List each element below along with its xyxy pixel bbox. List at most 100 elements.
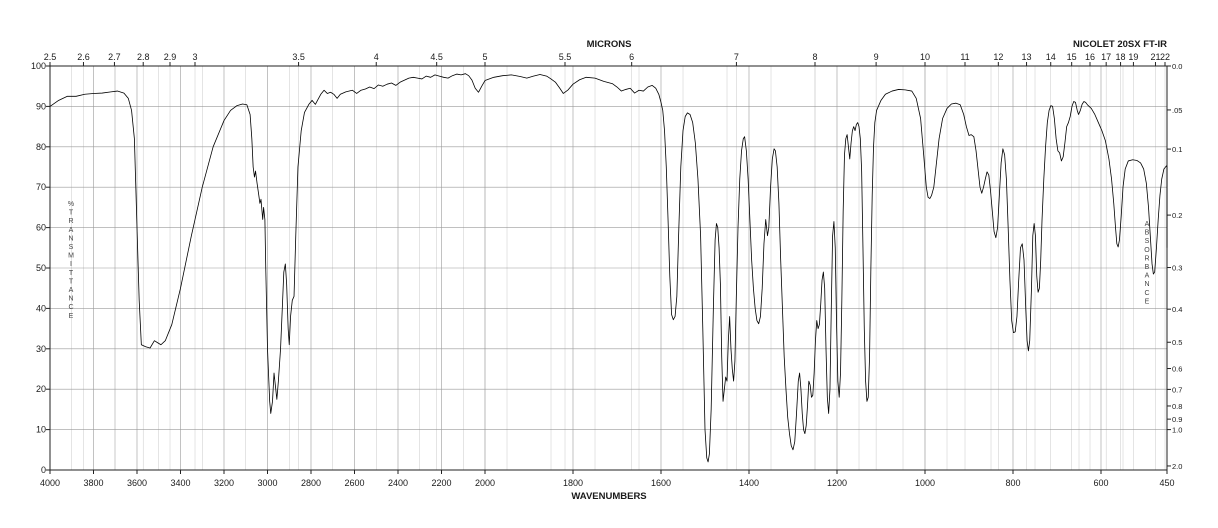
absorbance-tick-label: 1.0	[1172, 426, 1182, 435]
x-tick-label: 3400	[170, 478, 190, 488]
x-tick-label: 2200	[431, 478, 451, 488]
micron-tick-label: 19	[1128, 52, 1138, 62]
transmittance-label-char: %	[68, 201, 74, 208]
absorbance-label-char: N	[1144, 281, 1149, 288]
absorbance-label-char: B	[1145, 264, 1150, 271]
micron-tick-label: 3.5	[292, 52, 305, 62]
micron-tick-label: 16	[1085, 52, 1095, 62]
absorbance-tick-label: 0.5	[1172, 338, 1182, 347]
micron-tick-label: 22	[1160, 52, 1170, 62]
absorbance-tick-label: .05	[1172, 106, 1182, 115]
micron-tick-label: 3	[192, 52, 197, 62]
x-tick-label: 800	[1005, 478, 1020, 488]
micron-tick-label: 21	[1150, 52, 1160, 62]
x-tick-label: 1000	[915, 478, 935, 488]
micron-tick-label: 17	[1101, 52, 1111, 62]
instrument-title: NICOLET 20SX FT-IR	[1073, 39, 1167, 50]
micron-tick-label: 2.8	[137, 52, 150, 62]
x-tick-label: 600	[1093, 478, 1108, 488]
y-tick-label: 100	[31, 61, 46, 71]
micron-tick-label: 4	[374, 52, 379, 62]
y-tick-label: 10	[36, 425, 46, 435]
x-tick-label: 450	[1159, 478, 1174, 488]
absorbance-label-char: R	[1144, 255, 1149, 262]
y-tick-label: 30	[36, 344, 46, 354]
transmittance-label-char: T	[69, 210, 74, 217]
y-tick-label: 40	[36, 303, 46, 313]
absorbance-label-char: O	[1144, 247, 1150, 254]
micron-tick-label: 2.9	[164, 52, 177, 62]
y-tick-label: 20	[36, 384, 46, 394]
absorbance-tick-label: 0.0	[1172, 62, 1182, 71]
absorbance-tick-label: 0.4	[1172, 305, 1182, 314]
micron-tick-label: 11	[960, 52, 969, 62]
transmittance-label-char: R	[68, 218, 73, 225]
gridlines	[49, 65, 1168, 471]
x-tick-label: 3200	[214, 478, 234, 488]
micron-tick-label: 8	[812, 52, 817, 62]
wavenumber-axis: 4000 3800 3600 3400 3200 3000 2800 2600 2400 2200…	[40, 470, 1175, 488]
y-tick-label: 0	[41, 465, 46, 475]
micron-tick-label: 10	[920, 52, 930, 62]
micron-tick-label: 12	[993, 52, 1003, 62]
x-tick-label: 3800	[83, 478, 103, 488]
absorbance-tick-label: 0.6	[1172, 365, 1182, 374]
micron-tick-label: 13	[1022, 52, 1032, 62]
x-tick-label: 2000	[475, 478, 495, 488]
x-tick-label: 2400	[388, 478, 408, 488]
y-tick-label: 90	[36, 101, 46, 111]
micron-title: MICRONS	[587, 39, 632, 50]
transmittance-axis: 0 10 20 30 40 50 60 70 80 90 100	[31, 61, 50, 475]
x-tick-label: 1200	[827, 478, 847, 488]
absorbance-tick-label: 0.3	[1172, 264, 1182, 273]
transmittance-label-char: C	[68, 304, 73, 311]
micron-tick-label: 5	[482, 52, 487, 62]
x-tick-label: 3000	[257, 478, 277, 488]
absorbance-label-char: A	[1145, 221, 1150, 228]
absorbance-tick-label: 2.0	[1172, 462, 1182, 471]
x-tick-label: 4000	[40, 478, 60, 488]
transmittance-label-char: M	[68, 253, 74, 260]
transmittance-label-char: I	[70, 261, 72, 268]
transmittance-label-char: T	[69, 278, 74, 285]
spectrum-line	[49, 73, 1168, 463]
absorbance-tick-label: 0.1	[1172, 145, 1182, 154]
transmittance-label-char: N	[68, 235, 73, 242]
x-tick-label: 1400	[739, 478, 759, 488]
absorbance-tick-label: 0.9	[1172, 415, 1182, 424]
y-tick-label: 50	[36, 263, 46, 273]
transmittance-label-char: S	[69, 244, 74, 251]
y-tick-label: 70	[36, 182, 46, 192]
micron-tick-label: 9	[874, 52, 879, 62]
x-tick-label: 1600	[651, 478, 671, 488]
y-tick-label: 80	[36, 142, 46, 152]
micron-tick-label: 2.7	[108, 52, 121, 62]
x-tick-label: 2600	[344, 478, 364, 488]
x-tick-label: 3600	[127, 478, 147, 488]
absorbance-label-char: B	[1145, 230, 1150, 237]
transmittance-label-char: E	[69, 313, 74, 320]
absorbance-label-char: A	[1145, 273, 1150, 280]
transmittance-label-char: T	[69, 270, 74, 277]
absorbance-tick-label: 0.2	[1172, 211, 1182, 220]
micron-tick-label: 5.5	[559, 52, 572, 62]
absorbance-axis: 0.0 .05 0.1 0.2 0.3 0.4 0.5 0.6 0.7 0.8 0.9 1.0 2.0	[1167, 62, 1182, 471]
transmittance-label-char: A	[69, 227, 74, 234]
x-tick-label: 2800	[301, 478, 321, 488]
micron-tick-label: 7	[734, 52, 739, 62]
y-tick-label: 60	[36, 223, 46, 233]
micron-tick-label: 2.6	[77, 52, 90, 62]
x-axis-label: WAVENUMBERS	[571, 491, 646, 502]
micron-tick-label: 6	[629, 52, 634, 62]
transmittance-label-char: N	[68, 296, 73, 303]
absorbance-label-char: C	[1144, 290, 1149, 297]
micron-tick-label: 15	[1067, 52, 1077, 62]
absorbance-label-char: E	[1145, 298, 1150, 305]
absorbance-label-char: S	[1145, 238, 1150, 245]
micron-tick-label: 18	[1116, 52, 1126, 62]
micron-tick-label: 2.5	[44, 52, 57, 62]
x-tick-label: 1800	[563, 478, 583, 488]
micron-tick-label: 4.5	[430, 52, 443, 62]
